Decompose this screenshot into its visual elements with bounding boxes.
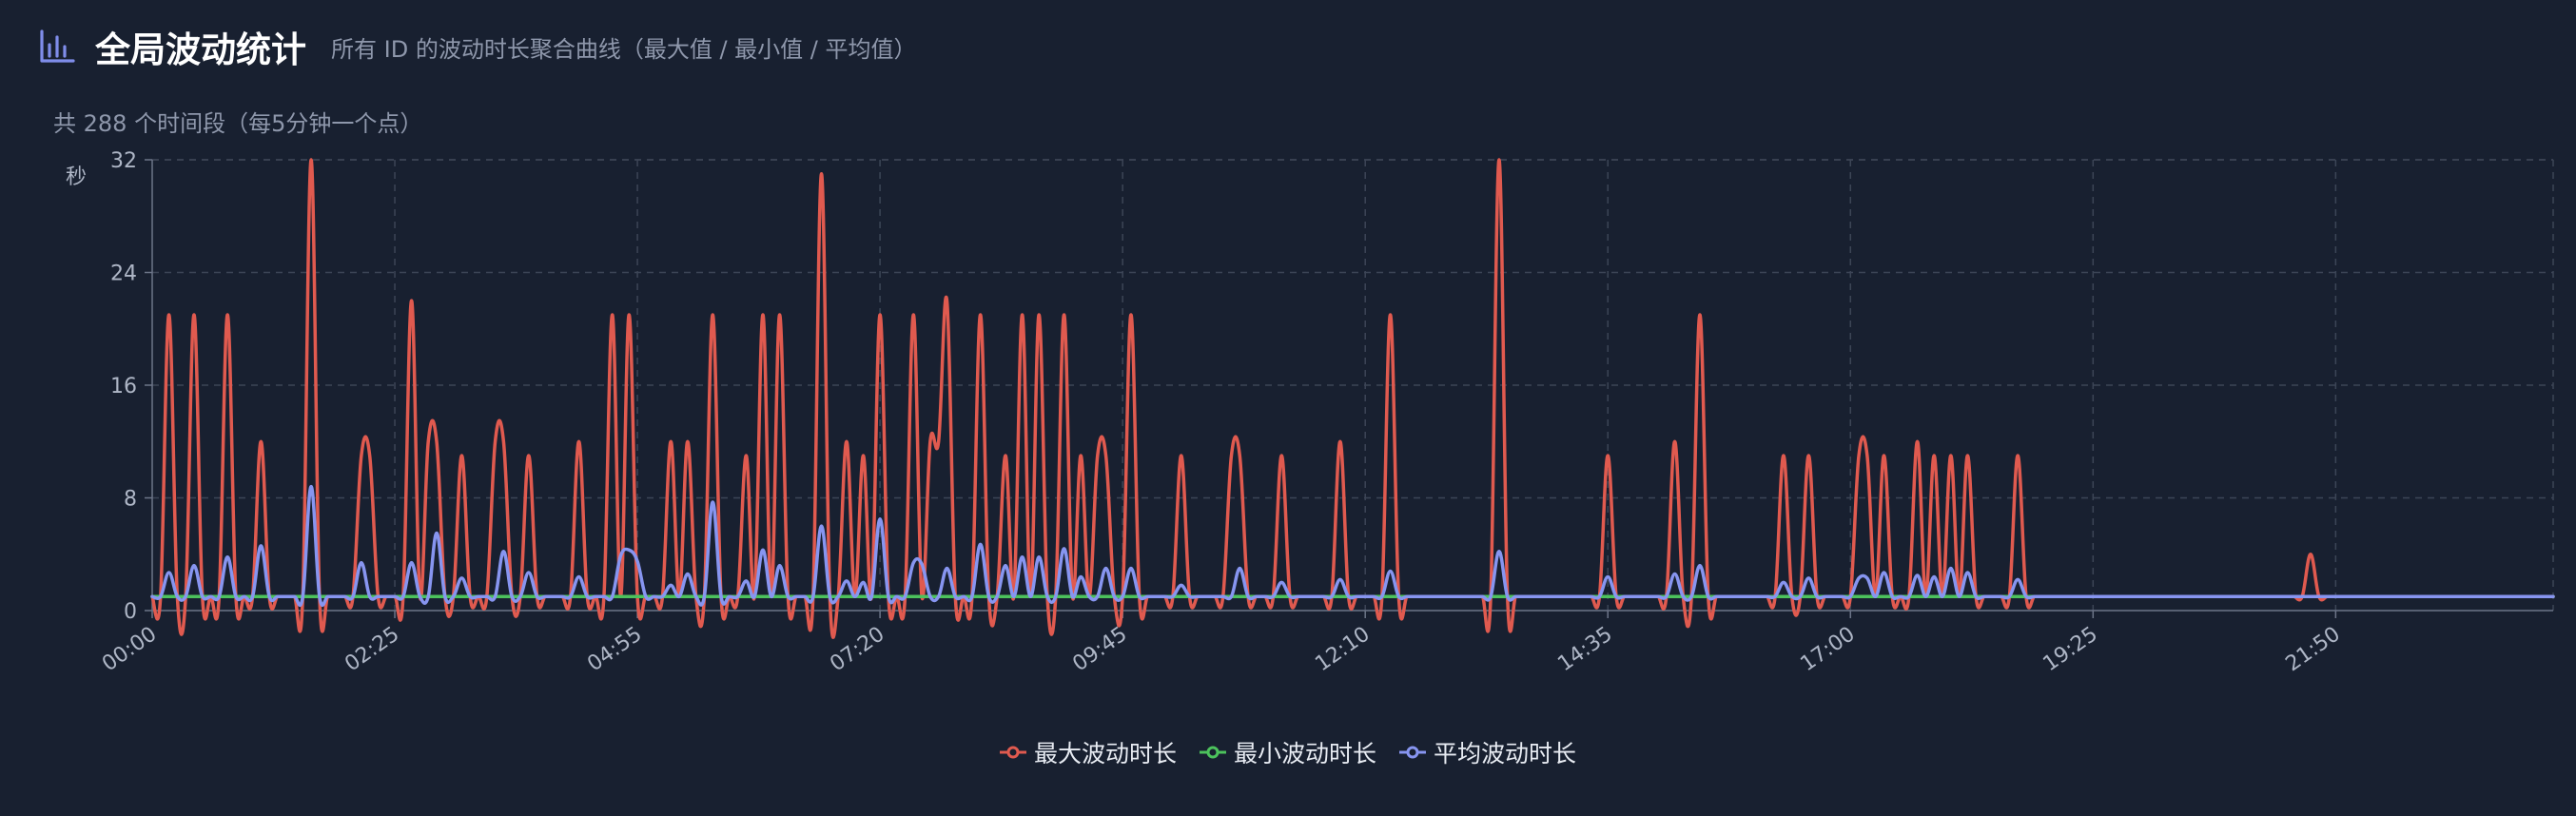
- legend-item-min[interactable]: 最小波动时长: [1199, 735, 1376, 769]
- chart-grid: [152, 159, 2554, 611]
- legend-item-avg[interactable]: 平均波动时长: [1399, 735, 1576, 769]
- y-axis-label: 秒: [66, 165, 87, 189]
- y-tick-label: 32: [110, 149, 137, 173]
- series-line-avg: [150, 484, 2555, 608]
- chart-title: 全局波动统计: [95, 29, 306, 70]
- legend-label-avg: 平均波动时长: [1434, 740, 1577, 767]
- chart-header: 全局波动统计 所有 ID 的波动时长聚合曲线（最大值 / 最小值 / 平均值）: [38, 21, 917, 72]
- x-tick-label: 02:25: [341, 622, 403, 676]
- x-tick-label: 04:55: [583, 622, 646, 676]
- legend-marker-min: [1199, 746, 1226, 759]
- chart-series: [150, 158, 2555, 639]
- x-tick-label: 14:35: [1553, 622, 1616, 676]
- point-count-text: 共 288 个时间段（每5分钟一个点）: [53, 110, 423, 137]
- x-tick-label: 19:25: [2039, 622, 2101, 676]
- legend-label-min: 最小波动时长: [1233, 740, 1376, 767]
- x-tick-label: 00:00: [98, 622, 161, 676]
- legend-marker-max: [999, 746, 1026, 759]
- legend-item-max[interactable]: 最大波动时长: [999, 735, 1177, 769]
- y-tick-label: 24: [110, 262, 137, 286]
- chart-legend: 最大波动时长 最小波动时长 平均波动时长: [0, 735, 2576, 769]
- series-line-max: [150, 158, 2555, 639]
- y-tick-label: 0: [124, 600, 137, 624]
- x-tick-label: 12:10: [1311, 622, 1374, 676]
- x-tick-label: 21:50: [2282, 622, 2345, 676]
- y-tick-label: 16: [110, 375, 137, 398]
- chart-subtitle: 所有 ID 的波动时长聚合曲线（最大值 / 最小值 / 平均值）: [331, 35, 917, 63]
- y-tick-label: 8: [124, 488, 137, 512]
- bar-chart-icon: [40, 29, 75, 63]
- legend-label-max: 最大波动时长: [1033, 740, 1177, 767]
- legend-marker-avg: [1399, 746, 1426, 759]
- x-tick-label: 09:45: [1068, 622, 1131, 676]
- x-tick-label: 17:00: [1796, 622, 1859, 676]
